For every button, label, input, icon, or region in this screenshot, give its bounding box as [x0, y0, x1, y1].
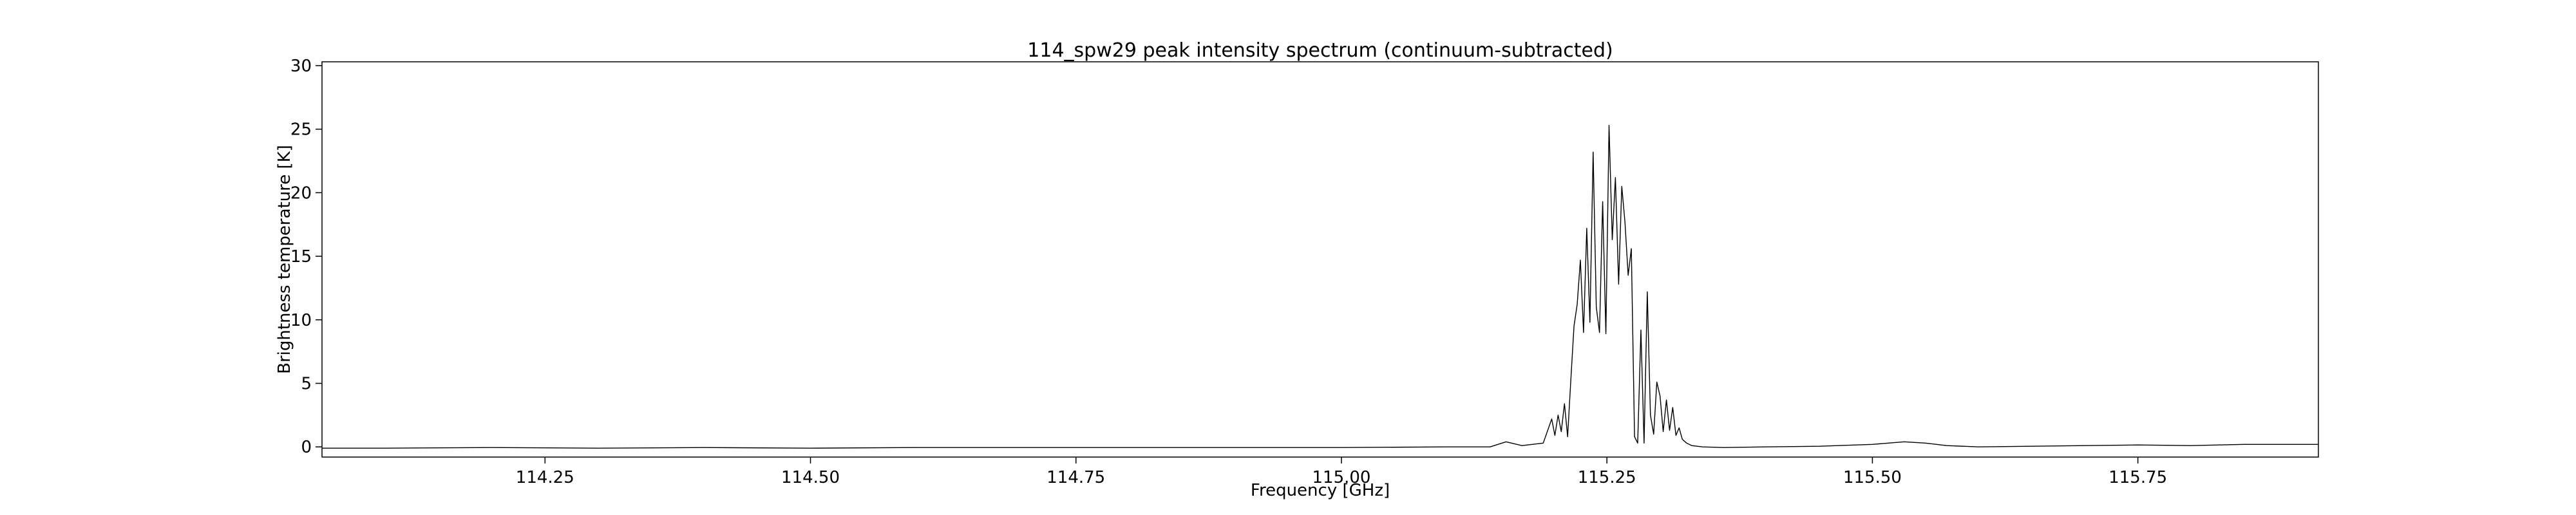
y-axis-label: Brightness temperature [K]: [275, 145, 294, 374]
y-tick-label: 15: [290, 247, 312, 267]
x-tick-label: 114.50: [781, 468, 840, 487]
y-tick-label: 30: [290, 57, 312, 76]
x-tick-label: 115.75: [2108, 468, 2167, 487]
y-tick-label: 10: [290, 311, 312, 330]
x-tick-label: 115.50: [1843, 468, 1902, 487]
chart-title: 114_spw29 peak intensity spectrum (conti…: [1027, 39, 1613, 62]
plot-area: [322, 124, 2318, 449]
x-axis-label: Frequency [GHz]: [1251, 481, 1390, 500]
x-axis: 114.25 114.50 114.75 115.00 115.25 115.50 115.…: [516, 457, 2167, 487]
x-tick-label: 115.00: [1312, 468, 1370, 487]
y-tick-label: 25: [290, 120, 312, 140]
axes-frame: [321, 61, 2319, 458]
x-tick-label: 114.75: [1046, 468, 1105, 487]
x-tick-label: 115.25: [1578, 468, 1636, 487]
spectrum-line: [322, 124, 2318, 449]
y-tick-label: 5: [301, 374, 312, 393]
x-tick-label: 114.25: [516, 468, 574, 487]
y-tick-label: 20: [290, 183, 312, 203]
y-axis: 0 5 10 15 20 25 30: [290, 57, 322, 457]
y-tick-label: 0: [301, 438, 312, 457]
